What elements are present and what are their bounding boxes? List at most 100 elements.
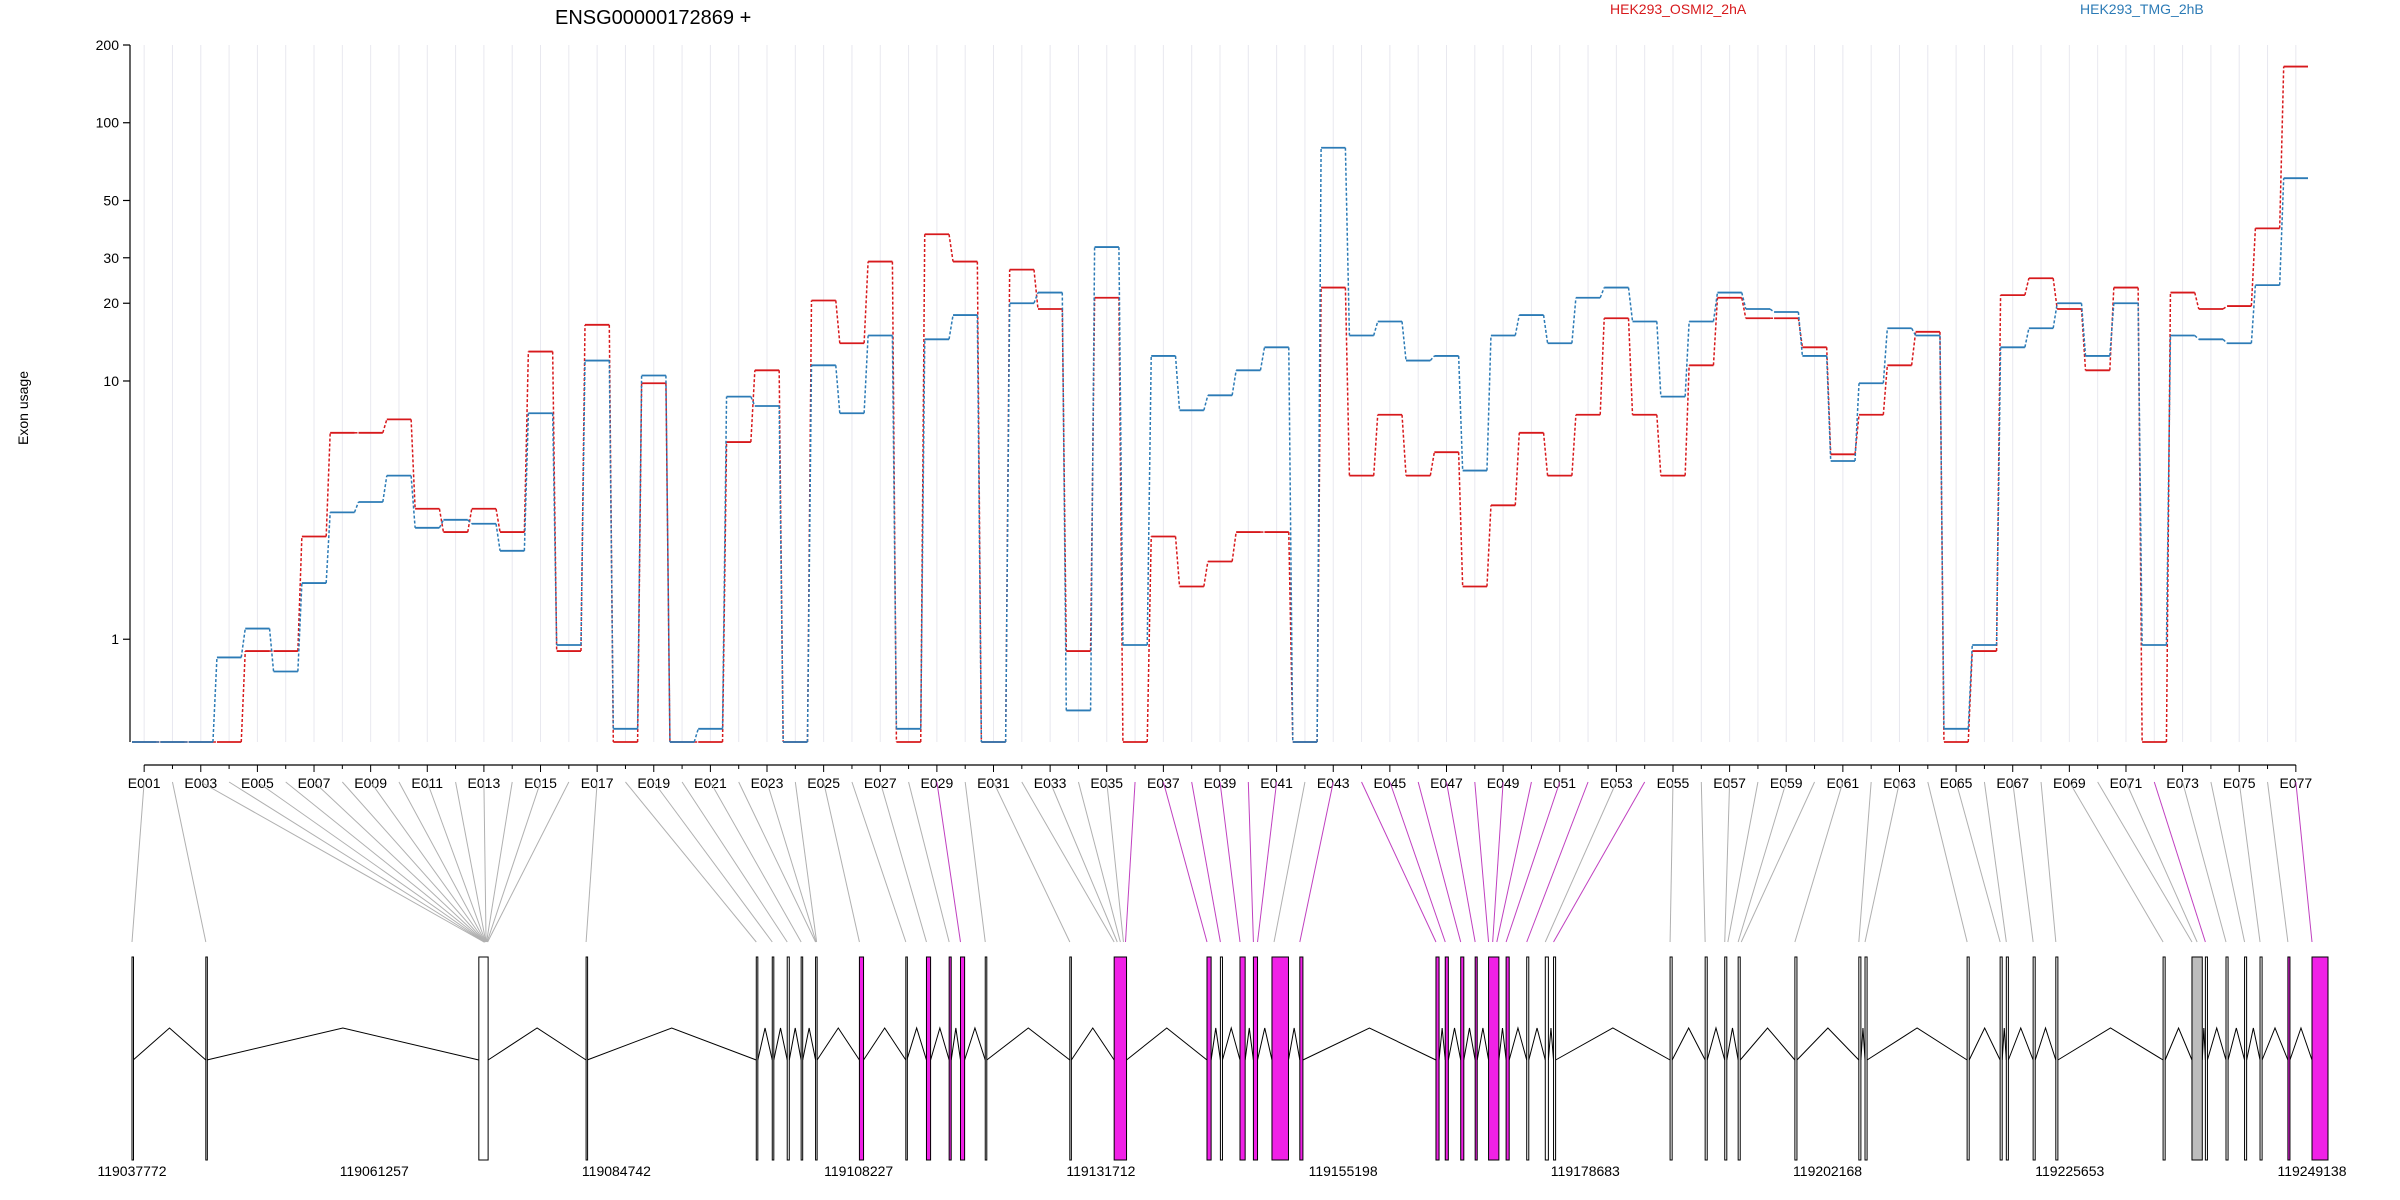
series-connector [2194,334,2200,340]
exon-connector [823,781,860,943]
exon-connector [1737,781,1787,943]
coord-label: 119108227 [824,1163,893,1179]
exon-block [1219,956,1223,1161]
series-connector [1656,321,1662,397]
exon-connector [1544,781,1617,943]
y-tick-label: 200 [96,37,120,53]
exon-connector [370,781,486,943]
exon-block [858,956,865,1161]
exon-block [1444,956,1449,1161]
intron [1221,1026,1241,1061]
exon-block [1526,956,1530,1161]
exon-connector [1389,781,1446,943]
y-tick-label: 20 [103,295,119,311]
intron [1706,1026,1726,1061]
exon-connector [2125,781,2198,943]
exon-connector [2153,781,2206,943]
exon-connector [487,781,570,943]
series-connector [1457,452,1464,587]
intron [1126,1027,1208,1061]
exon-connector [2097,781,2193,943]
series-connector [240,628,246,658]
series-connector [665,375,671,743]
series-connector [1542,432,1549,476]
series-tmg [132,146,2308,743]
intron [950,1027,961,1061]
exon-connector [1669,781,1674,943]
exon-block [905,956,908,1161]
series-connector [2222,338,2228,344]
exon-block [585,956,589,1161]
intron [2057,1027,2164,1061]
series-connector [495,523,501,551]
exon-block [205,956,208,1161]
exon-block [948,956,952,1161]
intron [802,1027,817,1061]
exon-block [786,956,790,1161]
series-connector [1429,355,1435,362]
exon-block [2005,956,2009,1161]
y-axis: 1 10 20 30 50 100 200 [96,37,131,742]
intron [1508,1026,1528,1061]
series-connector [1401,414,1407,476]
y-tick-label: 1 [111,631,119,647]
series-connector [1174,355,1181,411]
intron [1671,1026,1706,1061]
series-connector [2278,66,2285,229]
exon-connector [486,781,541,943]
x-tick-label: E005 [241,775,274,791]
intron [1463,1027,1476,1061]
series-connector [750,396,756,407]
series-connector [467,508,473,533]
series-connector [523,413,530,551]
exon-connector [1700,781,1706,943]
intron [2034,1026,2057,1061]
series-connector [1854,383,1860,462]
intron [986,1027,1071,1061]
intron [863,1027,907,1061]
exon-connector [1727,781,1759,943]
intron [2206,1026,2227,1061]
series-connector [1712,292,1719,322]
series-connector [2024,328,2030,348]
exon-connector [486,781,513,943]
coord-label: 119249138 [2277,1163,2346,1179]
series-connector [948,234,954,262]
grid-lines [143,45,2297,742]
exon-block [1505,956,1510,1161]
exon-connector [1077,781,1121,943]
exon-connector [1219,781,1241,943]
series-connector [1571,297,1577,344]
series-connector [1429,452,1436,476]
intron [1476,1027,1490,1061]
series-connector [1967,644,1974,729]
series-connector [438,519,445,529]
x-tick-label: E007 [298,775,331,791]
series-connector [1684,365,1690,476]
coord-label: 119061257 [340,1163,409,1179]
exon-connector [1492,781,1504,943]
exon-block [2032,956,2036,1161]
series-connector [1033,269,1039,310]
series-connector [240,651,246,743]
exon-connector [1446,781,1476,943]
exon-block [1435,956,1440,1161]
exon-block [1239,956,1246,1161]
exon-block [1460,956,1465,1161]
series-connector [1882,365,1889,415]
exon-block [2225,956,2229,1161]
exon-block [2287,956,2291,1161]
exon-block [984,956,988,1161]
series-connector [551,413,558,645]
series-connector [1033,292,1039,304]
exon-connector [964,781,986,943]
exon-connector [455,781,487,943]
exon-connector [1955,781,2001,943]
exon-connector [1927,781,1968,943]
intron [1968,1026,2001,1061]
series-connector [1486,505,1492,587]
series-connector [2052,303,2058,329]
series-connector [976,315,983,743]
series-connector [636,375,643,729]
chart-title: ENSG00000172869 + [555,7,751,29]
